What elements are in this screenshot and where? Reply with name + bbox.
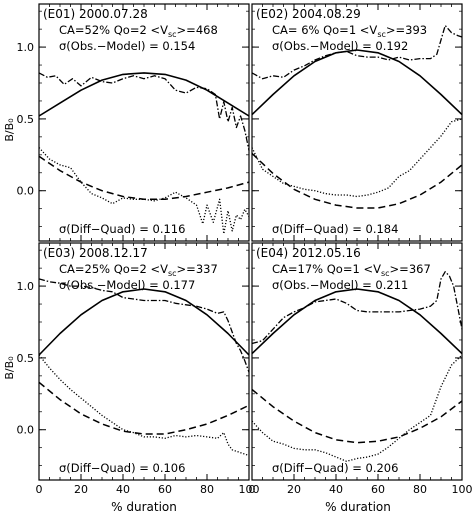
- qo-value: Qo=2: [114, 23, 151, 37]
- sigma-diff-quad: σ(Diff−Quad) = 0.184: [272, 222, 398, 236]
- vsc-prefix: <V: [360, 23, 378, 37]
- xlabel-right: % duration: [325, 500, 391, 514]
- quadratic-fit-curve: [38, 155, 250, 201]
- event-header: (E03) 2008.12.17: [43, 246, 148, 260]
- ca-value: CA= 6%: [272, 23, 323, 37]
- x-tick-label: 40: [116, 483, 130, 496]
- y-tick-label: 0.5: [17, 352, 35, 365]
- vsc-value: >=337: [177, 262, 218, 276]
- x-tick-label: 20: [74, 483, 88, 496]
- x-tick-label: 100: [239, 483, 260, 496]
- event-params: CA= 6% Qo=1 <Vsc>=393: [272, 23, 427, 39]
- xlabel-left: % duration: [111, 500, 177, 514]
- x-tick-label: 80: [200, 483, 214, 496]
- event-date: 2000.07.28: [79, 7, 148, 21]
- y-tick-label: 1.0: [17, 280, 35, 293]
- difference-curve: [251, 118, 463, 198]
- sigma-diff-quad: σ(Diff−Quad) = 0.106: [59, 461, 185, 475]
- ca-value: CA=52%: [59, 23, 114, 37]
- model-curve: [38, 72, 250, 117]
- sigma-diff-quad: σ(Diff−Quad) = 0.116: [59, 222, 185, 236]
- qo-value: Qo=1: [323, 23, 360, 37]
- event-id: (E01): [43, 7, 79, 21]
- observed-curve: [38, 278, 250, 373]
- model-curve: [251, 288, 463, 355]
- event-params: CA=25% Qo=2 <Vsc>=337: [59, 262, 218, 278]
- qo-value: Qo=2: [114, 262, 151, 276]
- model-curve: [38, 288, 250, 356]
- ca-value: CA=25%: [59, 262, 114, 276]
- event-date: 2008.12.17: [79, 246, 148, 260]
- difference-curve: [251, 354, 463, 462]
- y-tick-label: 0.0: [17, 424, 35, 437]
- panel-1: 0.0 0.5 1.0 (E01) 2000.07.28 CA=52% Qo=2 <Vs…: [17, 3, 250, 242]
- qo-value: Qo=1: [327, 262, 364, 276]
- event-id: (E02): [256, 7, 292, 21]
- event-date: 2012.05.16: [292, 246, 361, 260]
- observed-curve: [251, 24, 463, 80]
- observed-curve: [251, 271, 463, 345]
- vsc-subscript: sc: [381, 269, 390, 278]
- event-id: (E04): [256, 246, 292, 260]
- event-params: CA=52% Qo=2 <Vsc>=468: [59, 23, 218, 39]
- ylabel-top: B/B₀: [3, 118, 16, 142]
- x-tick-label: 40: [329, 483, 343, 496]
- vsc-prefix: <V: [150, 262, 168, 276]
- event-header: (E02) 2004.08.29: [256, 7, 361, 21]
- event-params: CA=17% Qo=1 <Vsc>=367: [272, 262, 431, 278]
- event-header: (E01) 2000.07.28: [43, 7, 148, 21]
- vsc-value: >=367: [390, 262, 431, 276]
- quadratic-fit-curve: [251, 388, 463, 444]
- x-tick-label: 0: [249, 483, 256, 496]
- difference-curve: [38, 147, 250, 235]
- vsc-subscript: sc: [168, 30, 177, 39]
- vsc-prefix: <V: [150, 23, 168, 37]
- ca-value: CA=17%: [272, 262, 327, 276]
- vsc-subscript: sc: [377, 30, 386, 39]
- vsc-value: >=393: [386, 23, 427, 37]
- x-tick-label: 60: [371, 483, 385, 496]
- ylabel-bottom: B/B₀: [3, 356, 16, 380]
- model-curve: [251, 49, 463, 116]
- event-header: (E04) 2012.05.16: [256, 246, 361, 260]
- vsc-prefix: <V: [363, 262, 381, 276]
- quadratic-fit-curve: [251, 152, 463, 209]
- x-tick-label: 0: [36, 483, 43, 496]
- difference-curve: [38, 354, 250, 457]
- x-tick-label: 60: [158, 483, 172, 496]
- sigma-obs-model: σ(Obs.−Model) = 0.177: [59, 278, 195, 292]
- sigma-diff-quad: σ(Diff−Quad) = 0.206: [272, 461, 398, 475]
- y-tick-label: 0.5: [17, 113, 35, 126]
- sigma-obs-model: σ(Obs.−Model) = 0.211: [272, 278, 408, 292]
- x-tick-label: 100: [452, 483, 473, 496]
- sigma-obs-model: σ(Obs.−Model) = 0.154: [59, 39, 195, 53]
- quadratic-fit-curve: [38, 381, 250, 435]
- y-tick-label: 1.0: [17, 41, 35, 54]
- event-id: (E03): [43, 246, 79, 260]
- event-date: 2004.08.29: [292, 7, 361, 21]
- panel-3: 0 20 40 60 80 100 0.0 0.5 1.0 (E03) 2008.12.17 CA=…: [17, 242, 260, 496]
- y-tick-label: 0.0: [17, 185, 35, 198]
- panel-4: 0 20 40 60 80 100 (E04) 2012.05.16 CA=17% Qo=1 …: [249, 242, 473, 496]
- vsc-value: >=468: [177, 23, 218, 37]
- vsc-subscript: sc: [168, 269, 177, 278]
- sigma-obs-model: σ(Obs.−Model) = 0.192: [272, 39, 408, 53]
- x-tick-label: 20: [287, 483, 301, 496]
- x-tick-label: 80: [413, 483, 427, 496]
- observed-curve: [38, 72, 250, 151]
